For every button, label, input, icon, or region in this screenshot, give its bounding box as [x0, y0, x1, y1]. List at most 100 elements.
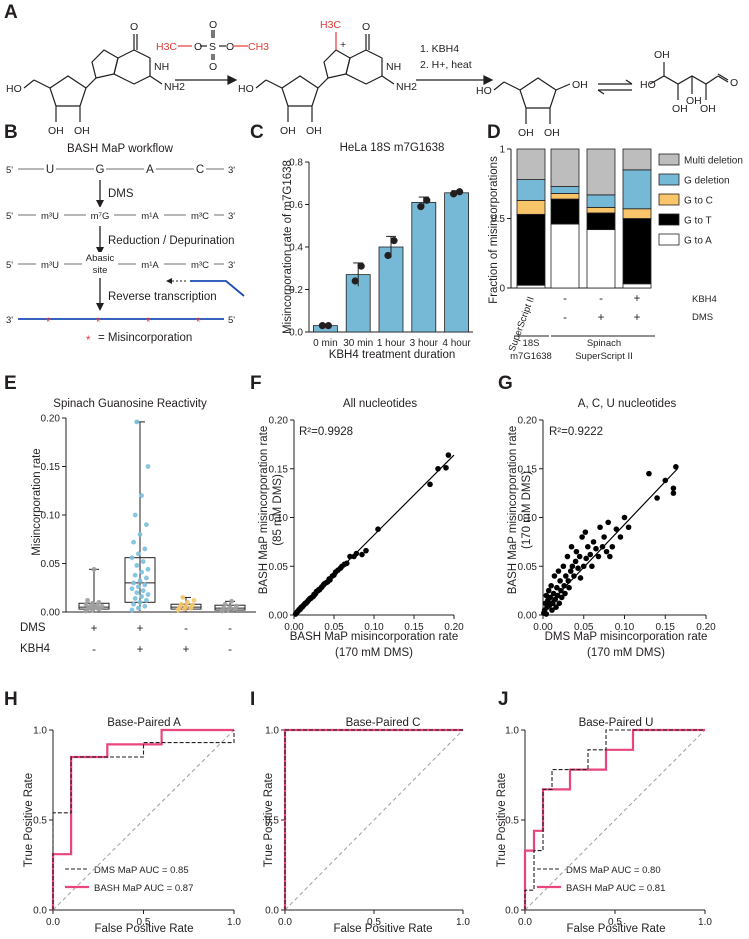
chart-e-point-1-10	[140, 588, 146, 594]
row4-three-prime: 3'	[6, 315, 13, 326]
chart-c-title: HeLa 18S m7G1638	[340, 142, 445, 154]
chart-c-m7g1638: HeLa 18S m7G1638 Misincorporation rate o…	[282, 142, 473, 361]
chart-g-point-26	[564, 553, 571, 560]
chart-e-point-1-5	[144, 597, 149, 603]
chart-g-point-15	[554, 584, 560, 591]
chart-g-point-36	[576, 553, 583, 560]
chart-g-point-32	[571, 573, 577, 579]
chart-e-dms-sign-0: +	[91, 623, 98, 635]
label-nh2-2: NH2	[396, 81, 417, 93]
chart-g-point-53	[607, 553, 613, 560]
label-oh-4d: OH	[700, 103, 716, 115]
chart-g-point-39	[580, 563, 587, 570]
chart-f-ytick-label-2: 0.10	[269, 513, 289, 524]
row2-base-m7g: m⁷G	[91, 211, 110, 222]
chart-i-title: Base-Paired C	[346, 717, 421, 729]
chart-g-point-44	[589, 563, 595, 570]
chart-g-point-5	[545, 587, 552, 594]
chart-d-legend-label-4: G to A	[684, 236, 712, 247]
step-reverse-transcription: Reverse transcription	[108, 291, 217, 303]
chart-g-ytick-label-1: 0.05	[518, 562, 538, 573]
row3-base-m1a: m¹A	[141, 260, 159, 271]
chart-e-point-2-5	[190, 602, 195, 608]
chart-e-point-3-7	[229, 598, 235, 604]
chart-g-point-34	[573, 548, 580, 555]
chart-g-ylabel-2: (170 mM DMS)	[521, 471, 533, 549]
label-dms-ch3-left: H3C	[156, 41, 177, 53]
chart-f-xtick-label-2: 0.10	[364, 622, 384, 633]
step-dms: DMS	[108, 188, 134, 200]
row2-five-prime: 5'	[6, 211, 13, 222]
chart-j-xtick-label-2: 1.0	[698, 917, 712, 928]
misincorporation-star-3: *	[146, 317, 151, 329]
chart-g-point-54	[609, 543, 616, 550]
chart-d-bar-3-0	[622, 283, 652, 289]
chart-g-point-42	[585, 543, 591, 550]
panel-label-j: J	[498, 689, 509, 710]
chart-e-ytick-label-4: 0.20	[41, 414, 61, 425]
chart-e-ytick-label-3: 0.15	[41, 462, 61, 473]
chart-e-point-1-18	[139, 569, 145, 575]
chart-g-point-33	[572, 558, 579, 565]
label-ho-3: HO	[476, 85, 492, 97]
chart-g-point-7	[547, 594, 554, 601]
row3-base-m3c: m³C	[191, 260, 209, 271]
chart-e-point-1-6	[132, 596, 138, 601]
chart-d-legend-swatch-4	[658, 233, 680, 246]
label-ho-1: HO	[6, 83, 22, 95]
abasic-ribose-cyclic	[493, 77, 571, 124]
step-arrow-reduction	[96, 247, 104, 255]
chart-g-point-19	[557, 578, 563, 584]
chart-g-point-50	[601, 534, 607, 540]
panel-label-h: H	[4, 689, 18, 710]
chart-i-ytick-label-2: 1.0	[265, 726, 279, 737]
chart-f-point-41	[427, 481, 433, 488]
chart-e-point-1-31	[134, 419, 140, 425]
chart-e-point-2-8	[191, 597, 197, 603]
chart-c-xlabel: KBH4 treatment duration	[329, 349, 456, 361]
chart-g-point-25	[563, 573, 569, 579]
chart-e-kbh4-sign-1: +	[137, 644, 144, 656]
chart-f-point-37	[353, 550, 360, 557]
chart-h-xtick-label-2: 1.0	[227, 917, 241, 928]
chart-c-xtick-label-2: 1 hour	[377, 338, 406, 349]
rt-primer	[190, 280, 245, 297]
chart-i-diagonal	[284, 729, 464, 911]
chart-d-bar-1-0	[550, 223, 580, 289]
chart-d-legend-swatch-3	[658, 213, 680, 226]
chart-f-ytick-label-0: 0.00	[269, 611, 289, 622]
chart-j-xtick-label-1: 0.5	[608, 917, 622, 928]
chart-j-ytick-label-1: 0.5	[505, 816, 519, 827]
label-oh-3b: OH	[544, 127, 560, 139]
label-plus-charge: +	[340, 39, 346, 51]
step-acid-heat: 2. H+, heat	[420, 59, 472, 71]
chart-j-xtick-label-0: 0.0	[518, 917, 532, 928]
chart-g-point-12	[551, 573, 558, 579]
chart-g-point-64	[670, 490, 677, 496]
label-dms-o-right: O	[226, 41, 234, 53]
chart-g-point-29	[567, 568, 574, 574]
row3-site: site	[93, 265, 108, 276]
chart-h-ytick-label-0: 0.0	[33, 906, 47, 917]
label-ho-2: HO	[238, 83, 254, 95]
chart-g-point-51	[603, 548, 610, 555]
chart-d-bar-1-3	[550, 186, 580, 194]
chart-c-xtick-label-4: 4 hour	[442, 338, 471, 349]
chart-j-legend-bash: BASH MaP AUC = 0.81	[566, 883, 665, 894]
label-oh-1a: OH	[48, 125, 64, 137]
chart-f-xtick-label-1: 0.05	[324, 622, 344, 633]
chart-e-point-2-9	[180, 595, 186, 600]
chart-h-xtick-label-1: 0.5	[137, 917, 151, 928]
chart-j-title: Base-Paired U	[579, 717, 654, 729]
chart-e-point-1-17	[132, 572, 138, 578]
row1-base-g: G	[96, 164, 105, 176]
chart-g-point-21	[558, 594, 565, 601]
chart-g-ytick-label-0: 0.00	[518, 611, 538, 622]
chart-e-point-3-3	[221, 605, 227, 611]
chart-g-point-43	[587, 551, 594, 558]
chart-d-legend-label-2: G to C	[684, 196, 713, 207]
panel-b-workflow: BASH MaP workflow 5' 3' U G A C DMS 5' 3…	[6, 143, 245, 347]
chart-g-r2: R²=0.9222	[549, 426, 603, 438]
panel-label-i: I	[250, 689, 255, 710]
chart-e-point-1-25	[131, 539, 137, 545]
